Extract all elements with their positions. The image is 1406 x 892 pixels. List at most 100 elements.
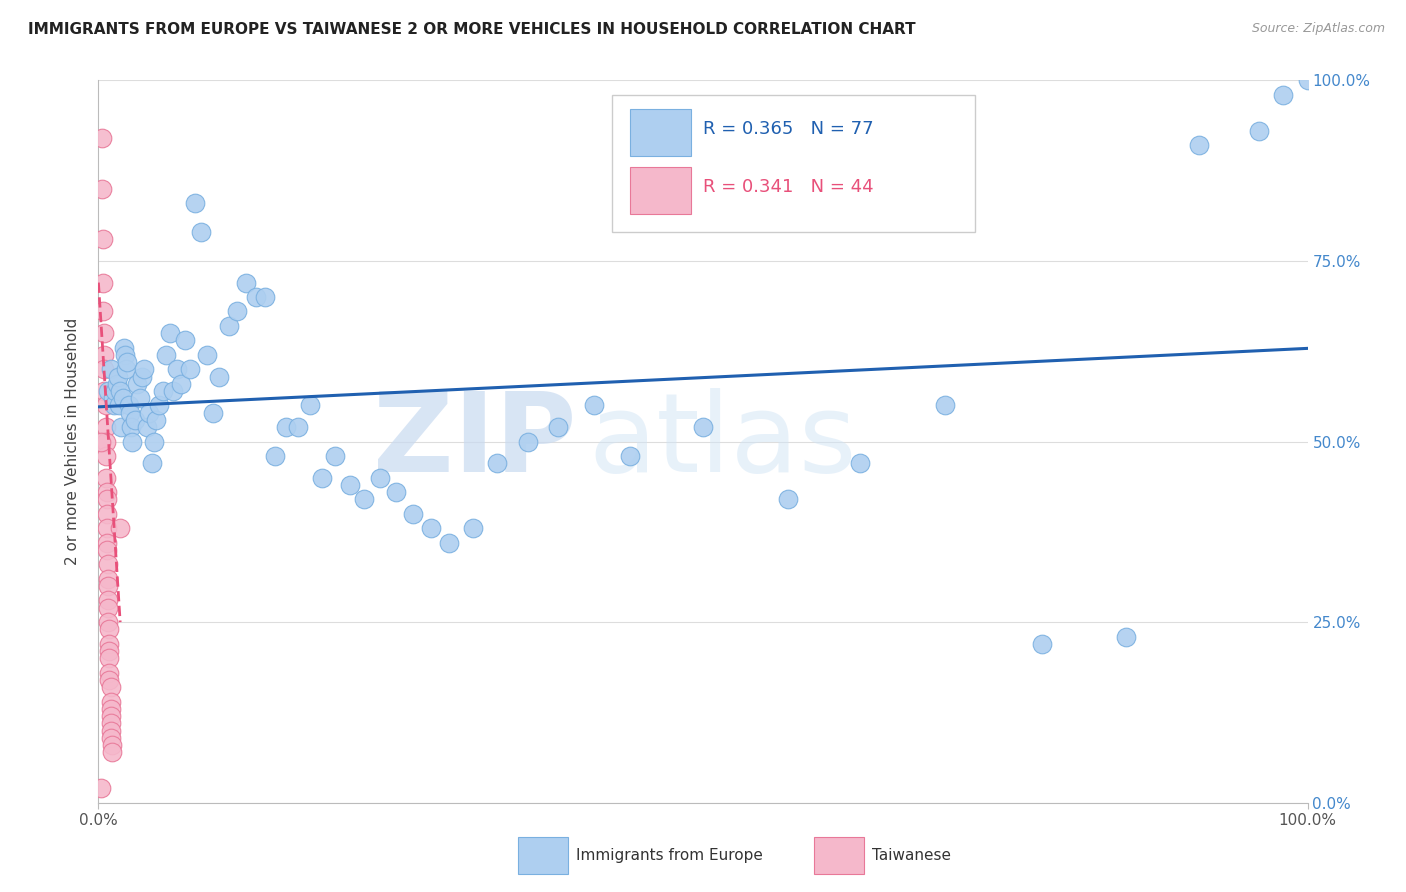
Point [96,492,118,507]
Point [94,470,117,484]
Point [94,449,117,463]
Text: atlas: atlas [588,388,856,495]
Point [245,290,267,304]
Point [274,420,297,434]
Point [104,384,127,398]
Text: ZIP: ZIP [373,388,576,495]
Point [184,196,207,211]
Point [91,182,114,196]
Point [91,304,114,318]
Point [100,716,122,731]
Point [120,420,142,434]
Point [100,745,122,759]
Point [98,651,121,665]
Point [155,348,177,362]
Point [114,348,136,362]
Point [97,615,120,630]
Point [100,709,122,723]
Point [124,413,146,427]
Point [299,398,322,412]
Point [98,673,121,687]
Point [96,535,118,549]
Point [97,600,120,615]
Text: R = 0.365   N = 77: R = 0.365 N = 77 [703,120,873,138]
Point [118,406,141,420]
Point [169,376,191,391]
Point [93,362,115,376]
Text: R = 0.341   N = 44: R = 0.341 N = 44 [703,178,873,196]
Point [93,384,115,398]
Point [934,398,956,412]
FancyBboxPatch shape [814,837,863,873]
Point [385,485,408,500]
Text: Source: ZipAtlas.com: Source: ZipAtlas.com [1251,22,1385,36]
Point [1296,73,1319,87]
Point [100,695,122,709]
Point [100,362,122,376]
Point [97,558,120,572]
Point [121,434,143,449]
Point [117,355,139,369]
Point [368,470,391,484]
Point [94,398,117,412]
Point [148,398,170,412]
Point [94,434,117,449]
Point [91,131,114,145]
Point [101,391,124,405]
Point [97,384,120,398]
Point [138,406,160,420]
Point [135,420,157,434]
Point [96,507,118,521]
Point [1272,87,1295,102]
Point [226,304,249,318]
Point [353,492,375,507]
Point [128,391,150,405]
Text: IMMIGRANTS FROM EUROPE VS TAIWANESE 2 OR MORE VEHICLES IN HOUSEHOLD CORRELATION : IMMIGRANTS FROM EUROPE VS TAIWANESE 2 OR… [28,22,915,37]
Point [254,290,277,304]
FancyBboxPatch shape [630,167,690,214]
Point [90,434,112,449]
Point [118,398,141,412]
Point [91,232,114,246]
Point [97,572,120,586]
Point [583,398,606,412]
Point [98,623,121,637]
Point [108,521,131,535]
Point [143,434,166,449]
Point [195,348,218,362]
Point [111,391,134,405]
Point [90,781,112,796]
Point [1115,630,1137,644]
Point [516,434,538,449]
Point [420,521,443,535]
Point [166,362,188,376]
Point [98,665,121,680]
Point [152,384,174,398]
Point [108,398,131,412]
Point [208,369,231,384]
Point [112,341,135,355]
Point [486,456,509,470]
Point [1031,637,1053,651]
Point [108,384,131,398]
Point [339,478,361,492]
Point [218,318,240,333]
Point [402,507,425,521]
Point [98,644,121,658]
Point [437,535,460,549]
Point [141,456,163,470]
Point [692,420,714,434]
Point [103,398,125,412]
FancyBboxPatch shape [630,109,690,156]
Point [311,470,333,484]
Point [115,362,138,376]
Point [93,348,115,362]
Point [96,542,118,557]
Y-axis label: 2 or more Vehicles in Household: 2 or more Vehicles in Household [65,318,80,566]
Point [134,362,156,376]
Point [100,731,122,745]
Point [100,702,122,716]
Point [93,326,115,340]
Point [145,413,167,427]
Point [547,420,569,434]
